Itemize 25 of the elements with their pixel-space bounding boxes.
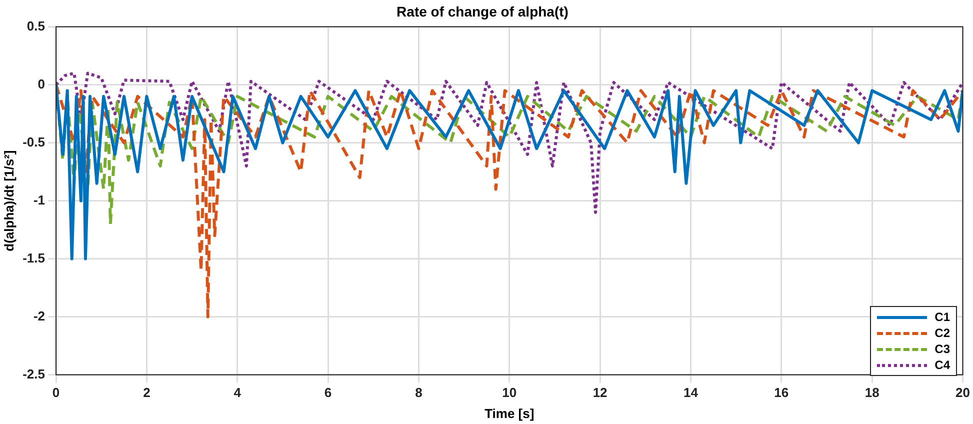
y-tick-label: -2.5: [22, 366, 45, 382]
x-tick-label: 20: [956, 385, 970, 400]
x-tick-label: 14: [684, 385, 699, 400]
y-tick-label: -2: [33, 308, 45, 324]
y-tick-label: 0: [38, 76, 45, 92]
x-tick-label: 6: [324, 385, 332, 400]
legend-label: C2: [934, 326, 950, 340]
x-axis-title: Time [s]: [484, 406, 534, 421]
legend-label: C1: [934, 310, 950, 324]
y-tick-label: -0.5: [22, 134, 45, 150]
y-axis-title: d(alpha)/dt [1/s²]: [1, 150, 16, 252]
chart-title: Rate of change of alpha(t): [396, 3, 568, 20]
x-tick-label: 0: [52, 385, 60, 400]
x-tick-label: 10: [502, 385, 517, 400]
x-tick-label: 2: [143, 385, 150, 400]
x-tick-label: 16: [774, 385, 789, 400]
x-tick-label: 8: [415, 385, 422, 400]
legend-label: C4: [934, 358, 950, 372]
x-tick-label: 4: [234, 385, 242, 400]
y-tick-label: -1.5: [22, 250, 45, 266]
legend-label: C3: [934, 342, 950, 356]
y-tick-label: 0.5: [26, 18, 45, 34]
x-tick-label: 12: [592, 385, 608, 400]
y-tick-label: -1: [33, 192, 45, 208]
x-tick-label: 18: [864, 385, 880, 400]
